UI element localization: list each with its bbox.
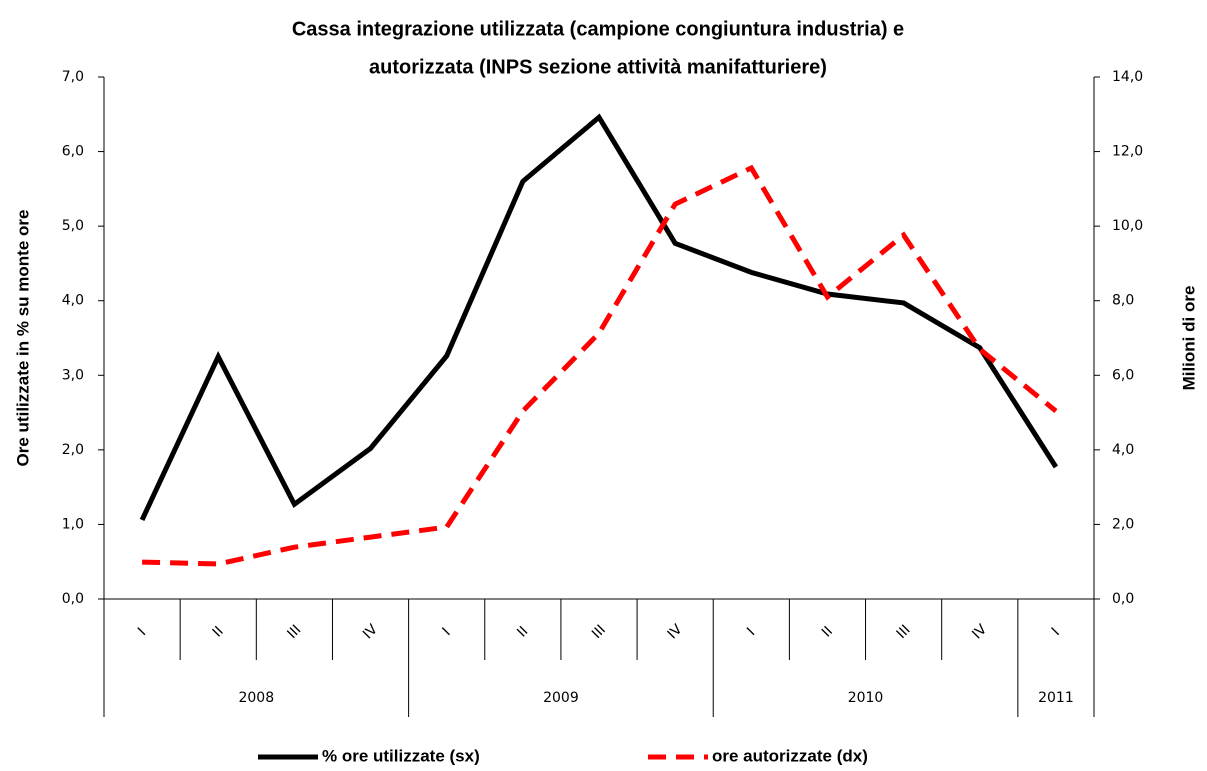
x-tick-label: II [819,623,836,640]
x-tick-label: I [135,625,149,639]
y-tick-label: 0,0 [62,591,84,607]
y2-tick-label: 10,0 [1112,218,1143,234]
x-tick-label: IV [360,621,381,642]
series-line [139,113,1059,522]
y-tick-label: 6,0 [62,144,84,160]
series-line [142,164,1058,567]
x-tick-label: I [440,625,454,639]
x-tick-label: II [514,623,531,640]
y-tick-label: 7,0 [62,69,84,85]
y-axis-title: Ore utilizzate in % su monte ore [13,210,32,467]
y2-tick-label: 6,0 [1112,367,1134,383]
legend-label: ore autorizzate (dx) [712,746,868,765]
y-tick-label: 4,0 [62,293,84,309]
x-group-label: 2010 [848,690,884,706]
y2-tick-label: 4,0 [1112,442,1134,458]
x-group-label: 2009 [543,690,579,706]
x-tick-label: III [589,622,609,642]
y-tick-label: 1,0 [62,516,84,532]
x-tick-label: IV [969,621,990,642]
y-tick-label: 3,0 [62,367,84,383]
y2-tick-label: 8,0 [1112,293,1134,309]
y-tick-label: 5,0 [62,218,84,234]
y2-tick-label: 14,0 [1112,69,1143,85]
y-tick-label: 2,0 [62,442,84,458]
x-tick-label: IV [665,621,686,642]
x-group-label: 2008 [238,690,274,706]
x-tick-label: I [1049,625,1063,639]
chart-title: autorizzata (INPS sezione attività manif… [369,56,827,78]
y2-tick-label: 0,0 [1112,591,1134,607]
chart-title: Cassa integrazione utilizzata (campione … [292,18,904,40]
x-tick-label: III [284,622,304,642]
x-group-label: 2011 [1038,690,1074,706]
y2-axis-title: Milioni di ore [1179,286,1198,391]
y2-tick-label: 2,0 [1112,516,1134,532]
y2-tick-label: 12,0 [1112,144,1143,160]
x-tick-label: I [744,625,758,639]
x-tick-label: III [894,622,914,642]
legend-label: % ore utilizzate (sx) [322,746,480,765]
x-tick-label: II [210,623,227,640]
